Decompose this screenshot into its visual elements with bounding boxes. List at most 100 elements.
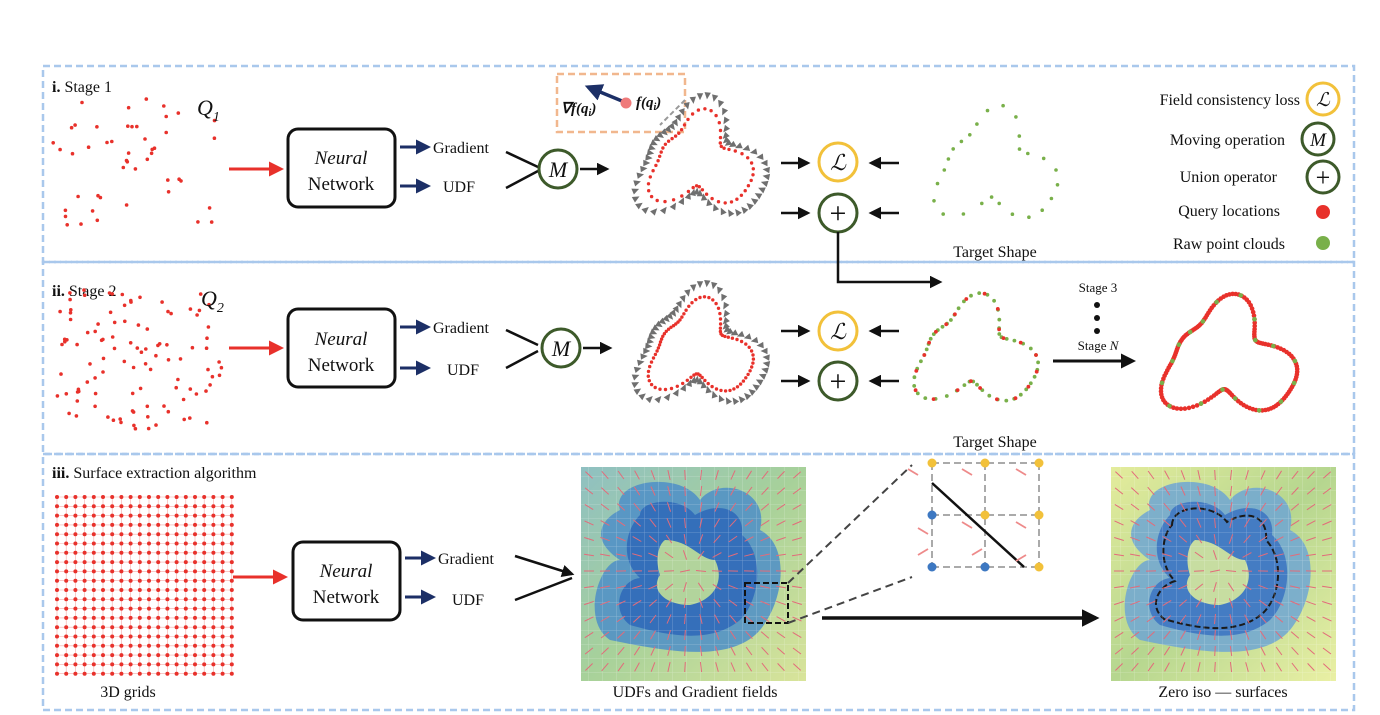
grid-point — [211, 532, 216, 537]
moving-direction-marker — [636, 172, 645, 179]
grid-point — [211, 653, 216, 658]
grid-point — [165, 578, 170, 583]
query-point — [927, 340, 931, 345]
raw-point — [1232, 396, 1238, 401]
query-point — [751, 361, 755, 365]
gradient-arrow — [1290, 600, 1300, 606]
grid-point — [156, 569, 161, 574]
grid-point — [193, 625, 197, 630]
grid-point — [156, 643, 161, 648]
query-point — [723, 389, 728, 393]
gradient-arrow — [1164, 662, 1170, 672]
gradient-arrow — [648, 535, 658, 543]
query-point — [746, 372, 750, 377]
gradient-arrow — [1114, 537, 1124, 541]
stage1-network-box — [286, 127, 397, 209]
grid-point — [156, 550, 161, 555]
query-point — [105, 140, 109, 145]
raw-point — [1040, 208, 1044, 212]
query-point — [653, 385, 657, 390]
query-point — [136, 323, 141, 327]
grid-point — [82, 550, 87, 555]
query-point — [751, 353, 755, 357]
grid-point — [119, 532, 124, 537]
moving-direction-marker — [750, 198, 759, 205]
moving-direction-marker — [646, 149, 655, 156]
query-point — [207, 302, 211, 307]
query-point — [646, 374, 650, 378]
grid-point — [128, 634, 133, 639]
raw-point — [1049, 196, 1054, 201]
gradient-arrow — [682, 550, 688, 560]
grid-point — [91, 513, 96, 518]
query-point — [735, 385, 740, 389]
stage2-loss-operator — [817, 310, 859, 352]
query-point — [212, 136, 217, 140]
query-point — [112, 346, 117, 351]
gradient-arrow — [713, 534, 721, 544]
grid-point — [128, 578, 133, 583]
query-point — [1026, 384, 1031, 389]
gradient-arrow — [1146, 519, 1156, 527]
query-point — [135, 124, 139, 129]
stage2-frame — [41, 260, 1356, 456]
moving-direction-marker — [725, 397, 733, 405]
stage1-inset-grad-label: ∇f(qi) — [561, 101, 596, 119]
gradient-arrow — [1214, 501, 1216, 513]
grid-point — [211, 578, 216, 583]
grid-point — [91, 560, 96, 565]
moving-direction-marker — [732, 397, 740, 405]
raw-point — [1032, 374, 1037, 379]
gradient-arrow — [1179, 518, 1187, 528]
grid-point — [101, 532, 105, 537]
raw-point — [942, 168, 947, 172]
grid-point — [202, 643, 207, 648]
grid-point — [110, 504, 115, 509]
grid-point — [193, 495, 197, 499]
gradient-arrow — [633, 486, 641, 496]
query-point — [145, 327, 150, 331]
grid-point — [220, 495, 225, 499]
gradient-arrow — [1145, 553, 1157, 557]
query-point — [735, 197, 739, 201]
gradient-arrow — [760, 519, 770, 527]
query-point — [74, 414, 79, 418]
query-point — [666, 327, 671, 331]
stage2-udf-label: UDF — [447, 362, 479, 379]
query-point — [730, 336, 735, 340]
gradient-arrow — [728, 599, 738, 607]
query-point — [101, 337, 105, 342]
query-point — [722, 146, 726, 150]
query-point — [658, 340, 663, 344]
grid-point — [119, 634, 124, 639]
query-point — [68, 291, 72, 295]
query-point — [741, 379, 746, 383]
moving-direction-marker — [633, 180, 641, 187]
query-point — [751, 173, 755, 177]
gradient-arrow — [1306, 520, 1316, 526]
raw-point — [1014, 115, 1018, 119]
grid-point — [128, 643, 133, 648]
query-point — [718, 128, 723, 133]
grid-point — [110, 662, 115, 667]
query-point — [96, 322, 100, 326]
grid-point — [165, 532, 170, 537]
stage1-loss-symbol: ℒ — [830, 150, 847, 175]
gradient-arrow — [648, 584, 658, 590]
grid-point — [119, 541, 124, 546]
moving-direction-marker — [762, 354, 770, 361]
gradient-arrow — [600, 503, 610, 511]
grid-point — [137, 522, 142, 527]
gradient-arrow — [714, 614, 720, 624]
query-point — [655, 198, 659, 203]
moving-direction-marker — [705, 385, 712, 394]
cell-vertex — [980, 510, 990, 520]
query-point — [196, 220, 200, 224]
gradient-arrow — [1322, 471, 1332, 479]
gradient-arrow — [584, 487, 594, 495]
stage2-loss-symbol: ℒ — [830, 319, 847, 344]
query-point — [1190, 404, 1196, 410]
stage1-gradient-inset — [555, 72, 687, 134]
gradient-arrow — [684, 645, 686, 657]
grid-point — [229, 504, 234, 509]
